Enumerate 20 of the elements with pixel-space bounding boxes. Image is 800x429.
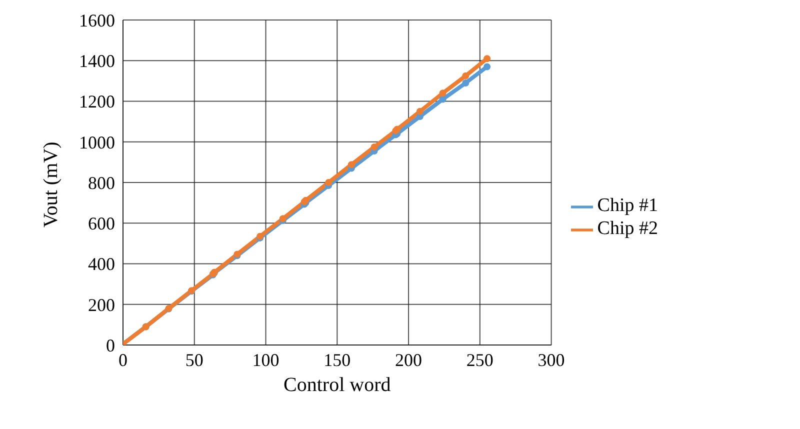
y-tick-label: 1400: [79, 51, 115, 72]
legend-label: Chip #1: [597, 195, 658, 216]
y-tick-label: 1000: [79, 132, 115, 152]
legend-label: Chip #2: [597, 218, 658, 239]
y-tick-label: 0: [106, 335, 115, 356]
x-tick-label: 200: [395, 350, 422, 370]
y-tick-label: 1600: [79, 10, 115, 30]
y-tick-label: 600: [88, 214, 115, 234]
x-tick-label: 50: [185, 350, 204, 370]
x-tick-label: 100: [252, 350, 280, 370]
y-axis-title: Vout (mV): [40, 142, 62, 228]
x-tick-label: 0: [118, 350, 128, 370]
x-tick-label: 300: [538, 350, 565, 370]
y-tick-label: 200: [88, 294, 115, 315]
x-tick-label: 250: [466, 350, 494, 370]
y-tick-label: 400: [88, 254, 115, 274]
y-tick-label: 800: [88, 172, 115, 193]
y-tick-label: 1200: [79, 92, 115, 112]
x-axis-title: Control word: [284, 374, 391, 396]
x-tick-label: 150: [324, 350, 351, 370]
